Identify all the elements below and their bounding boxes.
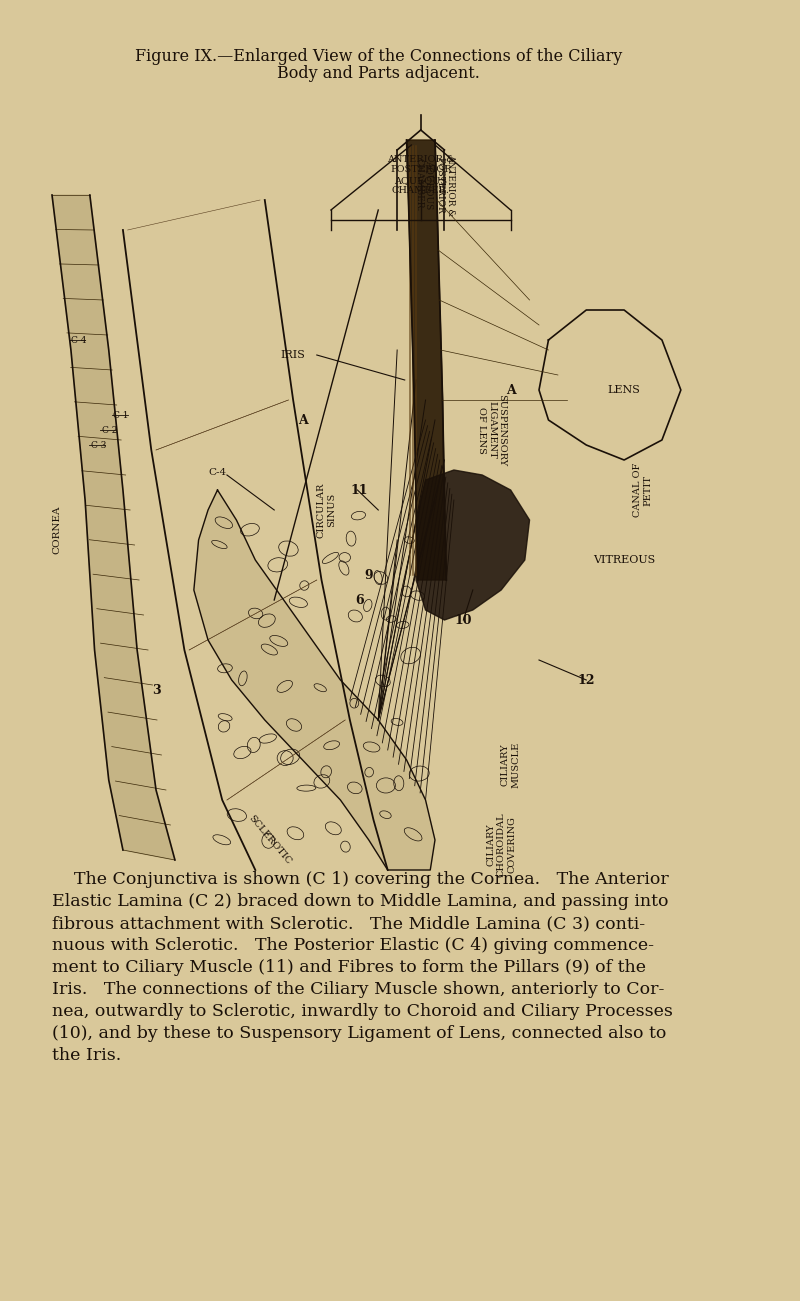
Text: Figure IX.—Enlarged View of the Connections of the Ciliary: Figure IX.—Enlarged View of the Connecti… xyxy=(134,48,622,65)
Text: 12: 12 xyxy=(578,674,595,687)
Text: CORNEA: CORNEA xyxy=(52,506,62,554)
Polygon shape xyxy=(194,490,435,870)
Text: C 3: C 3 xyxy=(90,441,106,450)
Text: C 1: C 1 xyxy=(114,411,129,419)
Text: A: A xyxy=(298,414,307,427)
Text: 9: 9 xyxy=(365,569,373,582)
Text: ANTERIOR &
POSTERIOR
AQUEOUS
CHAMBER.: ANTERIOR & POSTERIOR AQUEOUS CHAMBER. xyxy=(387,155,454,195)
Text: 10: 10 xyxy=(454,614,472,627)
Text: fibrous attachment with Sclerotic.   The Middle Lamina (C 3) conti-: fibrous attachment with Sclerotic. The M… xyxy=(52,915,645,932)
Text: nuous with Sclerotic.   The Posterior Elastic (C 4) giving commence-: nuous with Sclerotic. The Posterior Elas… xyxy=(52,937,654,954)
Text: Elastic Lamina (C 2) braced down to Middle Lamina, and passing into: Elastic Lamina (C 2) braced down to Midd… xyxy=(52,892,669,909)
Text: C 4: C 4 xyxy=(71,336,86,345)
Text: LENS: LENS xyxy=(608,385,641,396)
Text: Iris.   The connections of the Ciliary Muscle shown, anteriorly to Cor-: Iris. The connections of the Ciliary Mus… xyxy=(52,981,664,998)
Text: Body and Parts adjacent.: Body and Parts adjacent. xyxy=(277,65,480,82)
Text: IRIS: IRIS xyxy=(281,350,306,360)
Bar xyxy=(28,120,728,855)
Text: nea, outwardly to Sclerotic, inwardly to Choroid and Ciliary Processes: nea, outwardly to Sclerotic, inwardly to… xyxy=(52,1003,673,1020)
Polygon shape xyxy=(52,195,175,860)
Text: VITREOUS: VITREOUS xyxy=(593,556,655,565)
Text: CILIARY
MUSCLE: CILIARY MUSCLE xyxy=(501,742,520,788)
Text: ANTERIOR &
POSTERIOR
AQUEOUS
CHAMBER.: ANTERIOR & POSTERIOR AQUEOUS CHAMBER. xyxy=(415,154,455,216)
Text: ment to Ciliary Muscle (11) and Fibres to form the Pillars (9) of the: ment to Ciliary Muscle (11) and Fibres t… xyxy=(52,959,646,976)
Text: A: A xyxy=(506,384,515,397)
Text: SUSPENSORY
LIGAMENT
OF LENS: SUSPENSORY LIGAMENT OF LENS xyxy=(477,394,506,466)
Text: CIRCULAR
SINUS: CIRCULAR SINUS xyxy=(317,483,336,537)
Text: CILIARY
CHOROIDAL
COVERING: CILIARY CHOROIDAL COVERING xyxy=(486,813,516,877)
Text: 3: 3 xyxy=(152,683,160,696)
Text: C-4: C-4 xyxy=(209,467,226,476)
Text: C 2: C 2 xyxy=(102,425,118,435)
Text: 6: 6 xyxy=(355,593,364,606)
Text: CANAL OF
PETIT: CANAL OF PETIT xyxy=(634,463,653,518)
Text: the Iris.: the Iris. xyxy=(52,1047,122,1064)
Text: 11: 11 xyxy=(350,484,368,497)
Polygon shape xyxy=(406,141,446,580)
Text: SCLEROTIC: SCLEROTIC xyxy=(246,813,293,866)
Polygon shape xyxy=(416,470,530,621)
Text: The Conjunctiva is shown (C 1) covering the Cornea.   The Anterior: The Conjunctiva is shown (C 1) covering … xyxy=(52,870,669,889)
Text: (10), and by these to Suspensory Ligament of Lens, connected also to: (10), and by these to Suspensory Ligamen… xyxy=(52,1025,666,1042)
